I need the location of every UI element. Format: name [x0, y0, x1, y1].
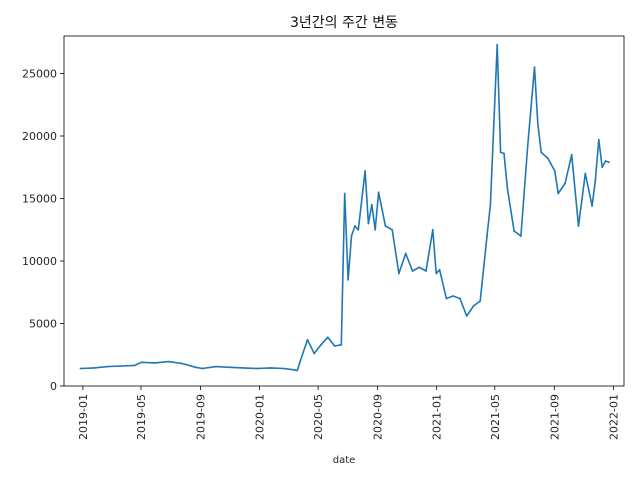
data-point	[93, 367, 95, 369]
data-point	[343, 192, 346, 195]
data-point	[526, 145, 529, 147]
data-point	[557, 192, 560, 195]
data-point	[570, 153, 573, 156]
data-point	[255, 367, 258, 370]
data-point	[536, 122, 539, 125]
data-point	[479, 300, 482, 302]
data-point	[584, 172, 587, 175]
x-axis: 2019-01 2019-05 2019-09 2020-01 2020-05 2020-…	[77, 386, 620, 440]
data-point	[201, 367, 204, 370]
data-point	[282, 367, 285, 370]
data-point	[465, 315, 468, 317]
data-point	[577, 225, 580, 227]
data-point	[154, 362, 156, 364]
y-tick-label: 0	[50, 380, 57, 393]
data-point	[489, 203, 492, 206]
data-point	[499, 151, 502, 154]
data-point	[398, 272, 400, 275]
x-tick-label: 2020-09	[372, 394, 385, 440]
data-point	[167, 360, 170, 363]
data-point	[320, 343, 322, 346]
y-tick-label: 10000	[22, 255, 57, 268]
data-point	[533, 66, 536, 69]
data-point	[597, 138, 600, 141]
data-point	[553, 170, 556, 172]
data-point	[503, 152, 505, 155]
data-point	[604, 160, 607, 162]
y-tick-label: 5000	[29, 318, 57, 331]
data-point	[540, 151, 543, 154]
data-point	[472, 305, 475, 307]
x-axis-label: date	[333, 455, 356, 466]
data-point	[181, 362, 184, 365]
data-point	[486, 235, 488, 237]
chart-title: 3년간의 주간 변동	[290, 15, 398, 31]
data-point	[140, 361, 143, 364]
data-point	[452, 295, 454, 297]
x-tick-label: 2020-01	[254, 394, 267, 440]
data-point	[215, 365, 217, 368]
data-point	[513, 230, 515, 232]
data-point	[391, 228, 394, 231]
data-point	[496, 43, 499, 46]
x-tick-label: 2019-05	[135, 394, 148, 440]
y-tick-label: 25000	[22, 68, 57, 81]
data-point	[431, 228, 434, 231]
data-point	[350, 235, 353, 237]
data-point	[377, 191, 380, 194]
x-tick-label: 2019-01	[77, 394, 90, 440]
data-point	[306, 338, 309, 341]
data-point	[299, 358, 302, 361]
data-point	[384, 225, 387, 227]
data-point	[79, 367, 82, 370]
data-point	[242, 367, 245, 369]
data-point	[333, 345, 336, 347]
data-point	[120, 365, 122, 367]
data-point	[296, 369, 299, 372]
data-point	[106, 365, 109, 368]
data-point	[313, 352, 316, 355]
data-points	[79, 43, 610, 372]
x-tick-label: 2022-01	[607, 394, 620, 440]
data-point	[445, 297, 448, 300]
data-point	[425, 270, 427, 272]
data-point	[520, 235, 522, 237]
x-tick-label: 2021-09	[548, 394, 561, 440]
data-point	[601, 166, 604, 169]
x-tick-label: 2021-05	[489, 394, 502, 440]
data-point	[367, 222, 370, 225]
data-point	[438, 268, 441, 271]
data-point	[594, 178, 597, 181]
data-point	[370, 203, 373, 206]
data-point	[411, 270, 414, 272]
data-point	[357, 228, 360, 231]
data-point	[293, 368, 295, 371]
data-point	[404, 252, 407, 255]
data-point	[564, 182, 566, 185]
data-point	[340, 343, 343, 346]
data-point	[547, 157, 549, 160]
y-tick-label: 20000	[22, 130, 57, 143]
x-tick-label: 2020-05	[312, 394, 325, 440]
data-point	[608, 161, 610, 164]
x-tick-label: 2019-09	[194, 394, 207, 440]
y-axis: 0 5000 10000 15000 20000 25000	[22, 68, 64, 393]
data-point	[347, 278, 349, 281]
data-point	[364, 170, 366, 172]
data-point	[326, 336, 329, 339]
data-point	[194, 366, 197, 369]
y-tick-label: 15000	[22, 193, 57, 206]
data-point	[269, 367, 272, 369]
data-point	[506, 187, 509, 190]
data-point	[591, 205, 593, 207]
data-point	[354, 225, 356, 227]
data-point	[418, 266, 421, 269]
data-point	[459, 297, 461, 300]
data-point	[228, 366, 231, 369]
data-point	[374, 228, 377, 231]
x-tick-label: 2021-01	[431, 394, 444, 440]
data-point	[133, 364, 136, 367]
data-point	[435, 272, 438, 275]
